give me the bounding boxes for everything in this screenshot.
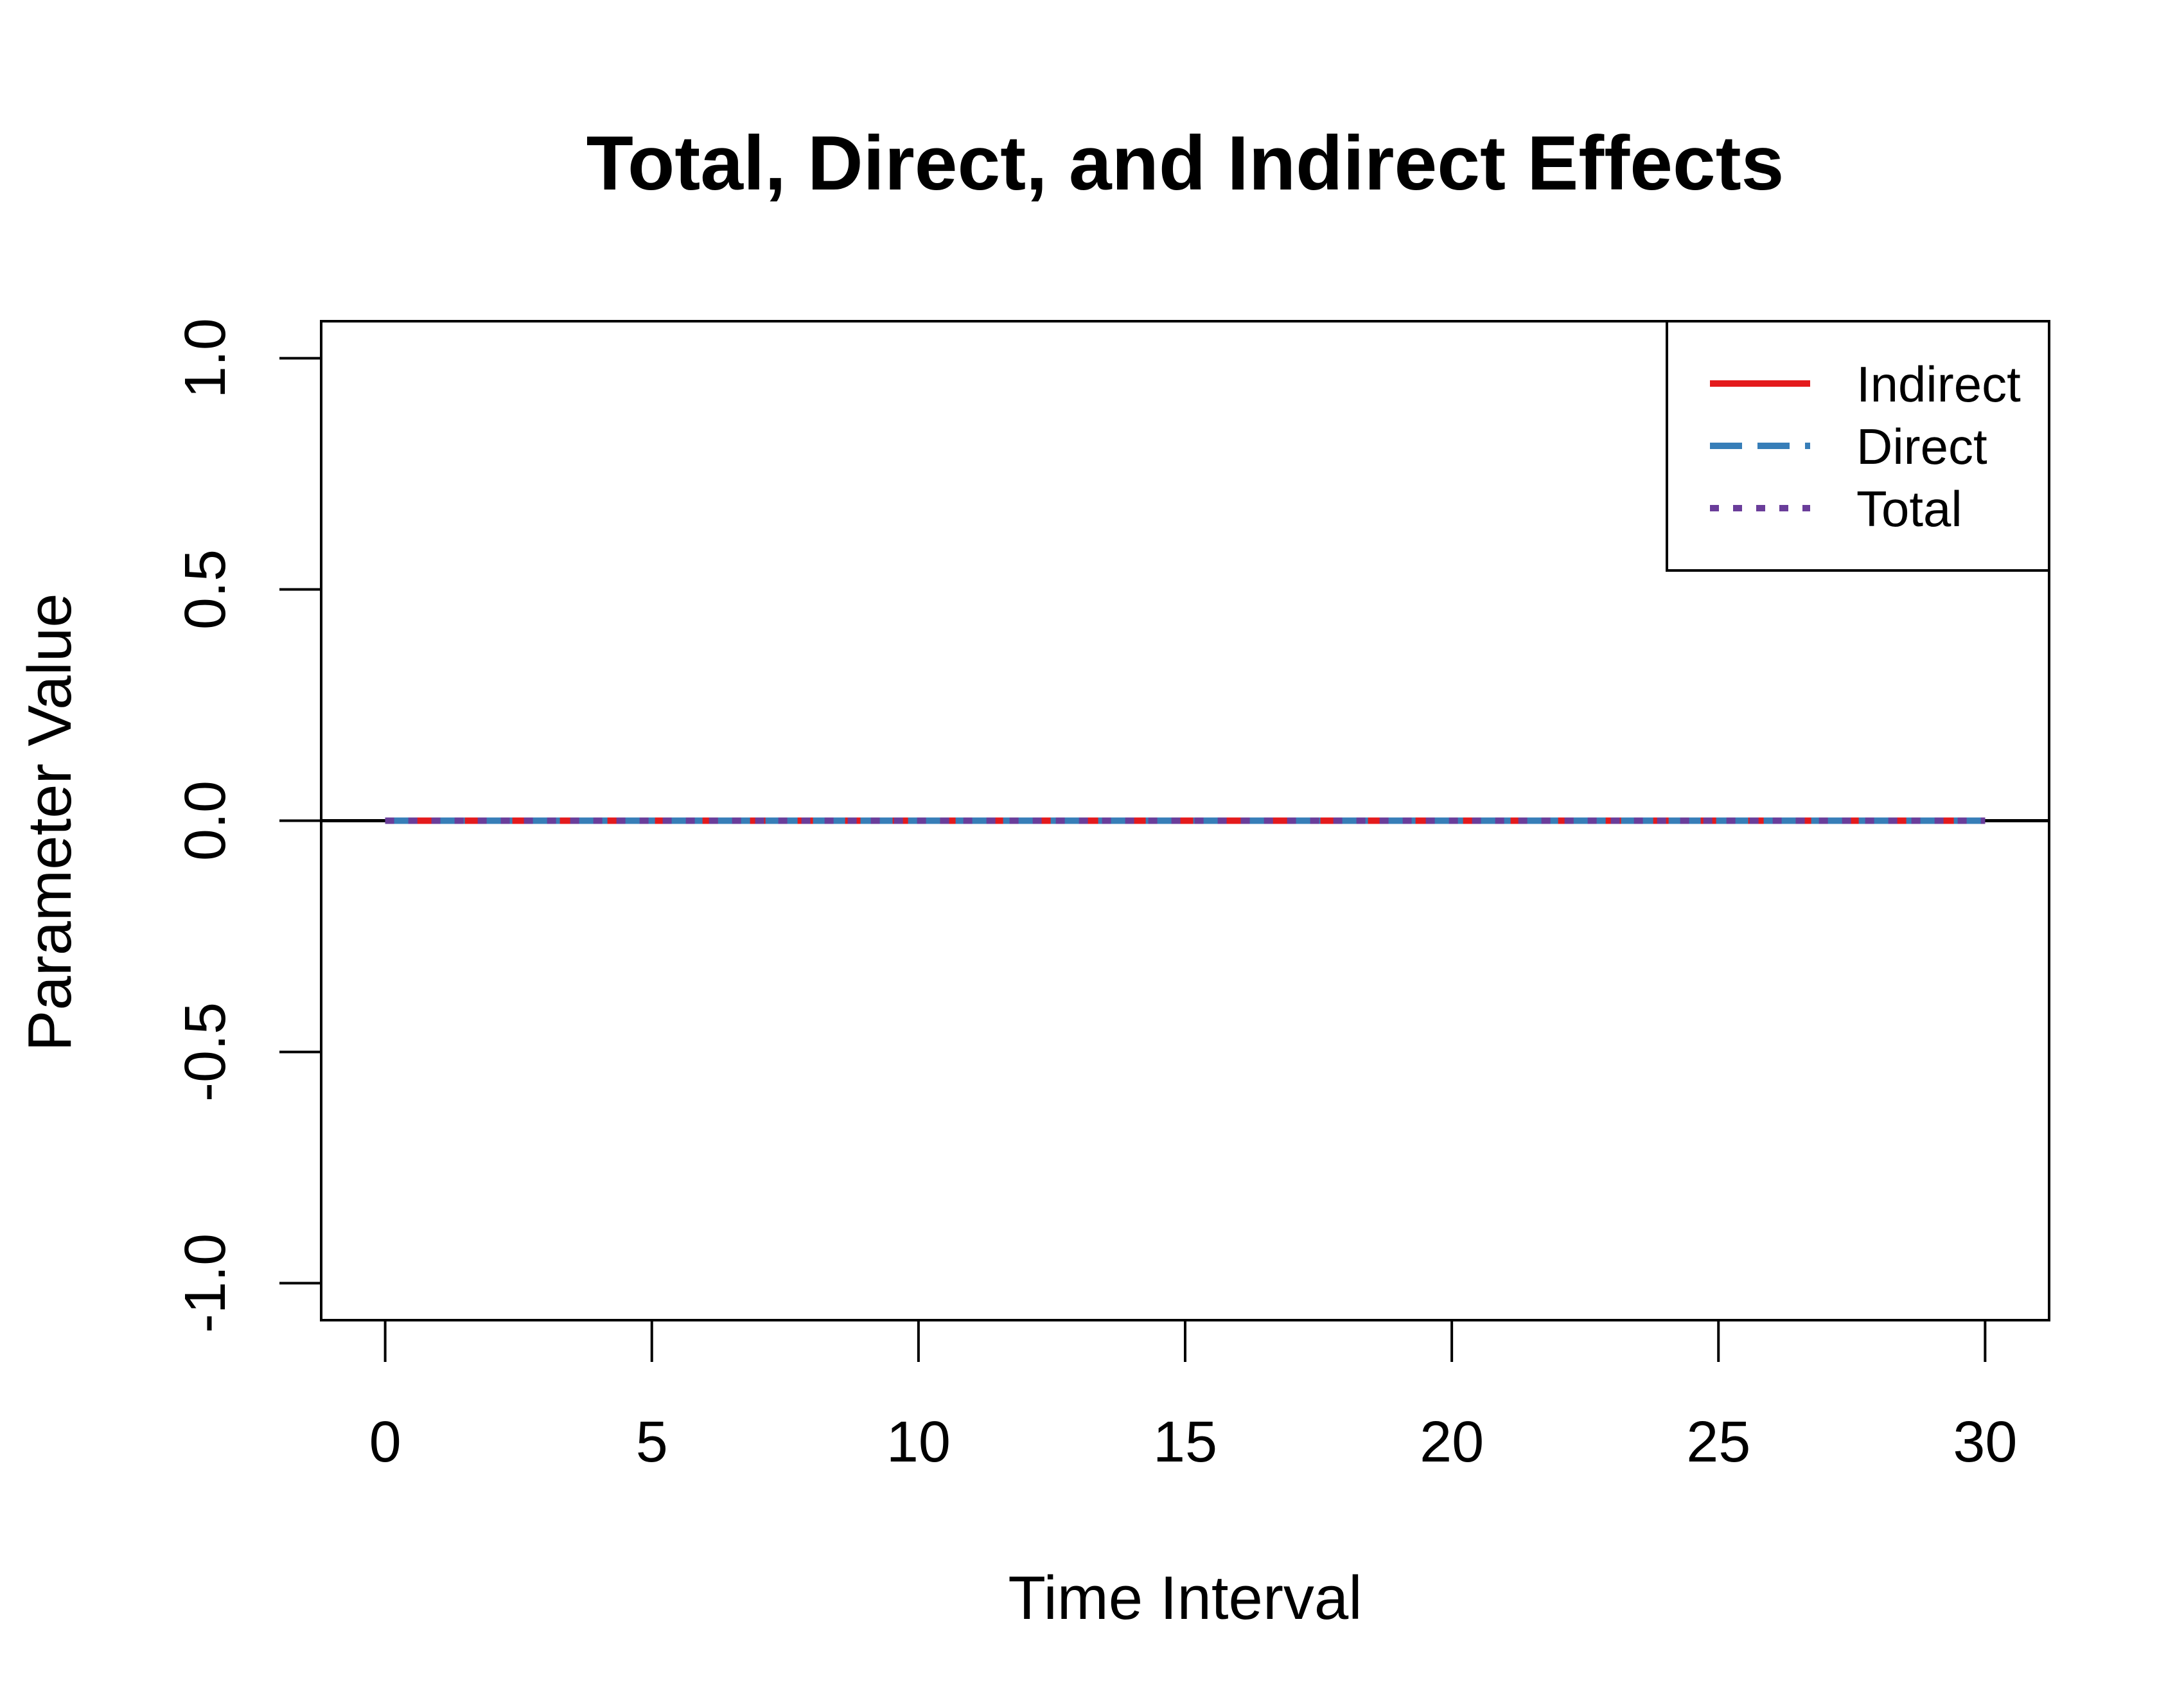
legend-label-indirect: Indirect [1856,356,2021,412]
x-tick-label: 15 [1153,1410,1217,1474]
x-tick-label: 25 [1686,1410,1750,1474]
x-tick-label: 20 [1420,1410,1484,1474]
y-tick-label: 1.0 [173,318,238,398]
y-tick-label: -0.5 [173,1002,238,1102]
x-tick-label: 30 [1953,1410,2017,1474]
y-axis: -1.0 -0.5 0.0 0.5 1.0 [173,318,322,1333]
chart-title: Total, Direct, and Indirect Effects [586,120,1784,206]
y-tick-label: 0.5 [173,549,238,630]
y-tick-label: -1.0 [173,1233,238,1333]
x-axis-label: Time Interval [1008,1564,1362,1632]
legend-label-direct: Direct [1856,418,1987,475]
legend-box [1666,320,2050,572]
x-axis: 0 5 10 15 20 25 30 [369,1319,2017,1474]
x-tick-label: 10 [886,1410,951,1474]
legend: Indirect Direct Total [1666,320,2050,572]
x-tick-label: 5 [636,1410,668,1474]
x-tick-label: 0 [369,1410,401,1474]
legend-label-total: Total [1856,481,1962,537]
y-axis-label: Parameter Value [15,593,84,1051]
y-tick-label: 0.0 [173,781,238,861]
